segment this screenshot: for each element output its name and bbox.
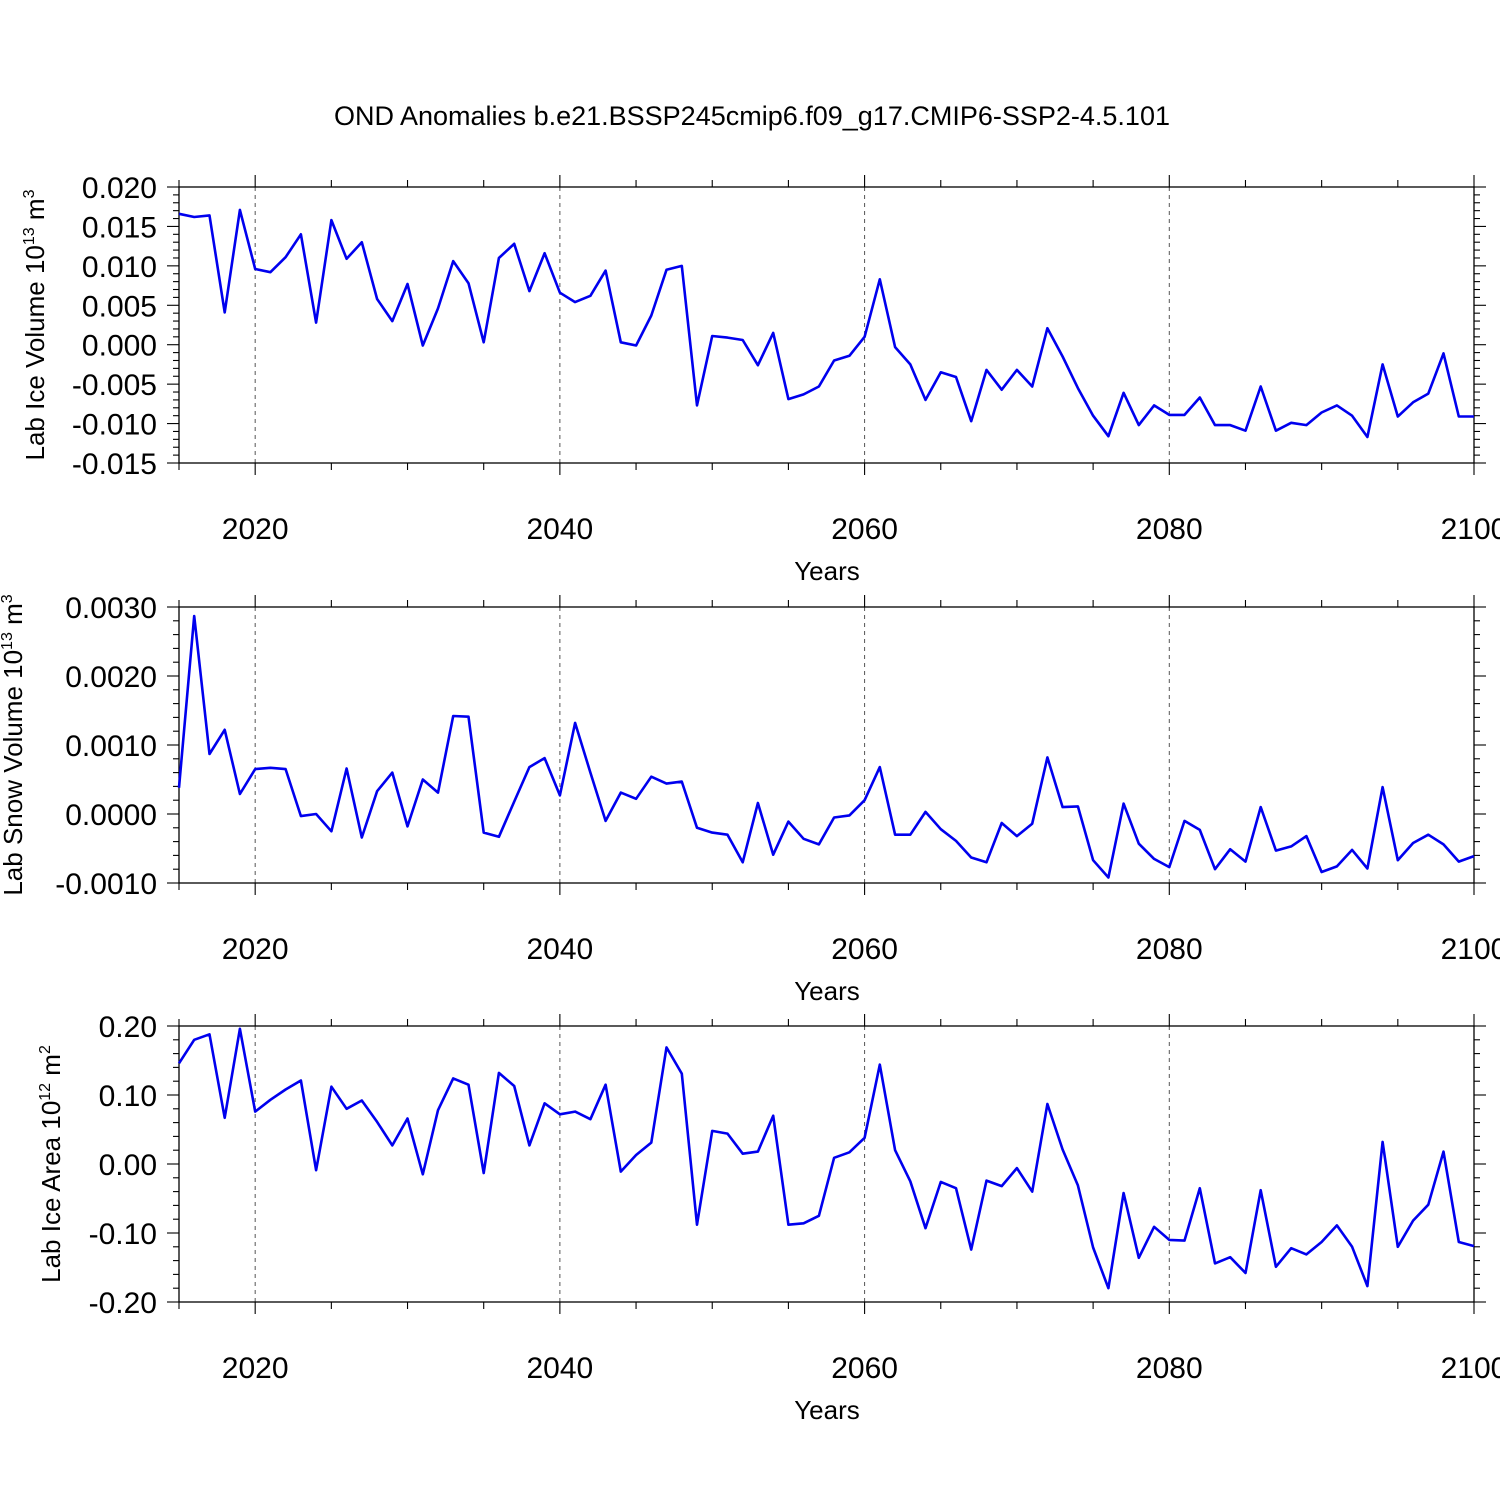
y-tick-label: 0.0020 xyxy=(65,661,157,694)
x-tick-label: 2060 xyxy=(831,513,898,546)
y-tick-label: 0.20 xyxy=(99,1011,157,1044)
y-tick-label: 0.0010 xyxy=(65,730,157,763)
x-tick-label: 2040 xyxy=(527,513,594,546)
y-tick-label: -0.005 xyxy=(72,369,157,402)
panel-ice-area: -0.20 -0.10 0.00 0.10 0.20 2020 2040 2060 2080 21… xyxy=(36,1011,1500,1425)
x-tick-label: 2020 xyxy=(222,933,289,966)
x-tick-label: 2040 xyxy=(527,933,594,966)
plot-frame xyxy=(178,186,1475,464)
plot-frame xyxy=(178,606,1475,884)
x-tick-label: 2080 xyxy=(1136,513,1203,546)
x-axis-label: Years xyxy=(794,556,860,586)
x-tick-label: 2100 xyxy=(1441,513,1500,546)
x-axis-label: Years xyxy=(794,1395,860,1425)
y-tick-label: 0.0000 xyxy=(65,799,157,832)
x-tick-label: 2080 xyxy=(1136,933,1203,966)
y-tick-label: -0.10 xyxy=(89,1218,157,1251)
x-tick-label: 2080 xyxy=(1136,1352,1203,1385)
y-tick-label: -0.010 xyxy=(72,409,157,442)
x-axis-label: Years xyxy=(794,976,860,1006)
series-line-ice-volume xyxy=(178,208,1474,439)
panel-snow-volume: -0.0010 0.0000 0.0010 0.0020 0.0030 2020 2040 2… xyxy=(0,592,1500,1006)
x-tick-label: 2040 xyxy=(527,1352,594,1385)
chart-title: OND Anomalies b.e21.BSSP245cmip6.f09_g17… xyxy=(334,101,1170,131)
y-tick-label: 0.010 xyxy=(82,251,157,284)
x-tick-label: 2100 xyxy=(1441,933,1500,966)
y-tick-label: -0.015 xyxy=(72,448,157,481)
y-tick-label: 0.020 xyxy=(82,172,157,205)
y-tick-label: 0.0030 xyxy=(65,592,157,625)
y-tick-label: 0.000 xyxy=(82,330,157,363)
x-tick-label: 2060 xyxy=(831,1352,898,1385)
panel-ice-volume: -0.015 -0.010 -0.005 0.000 0.005 0.010 0.015 0.… xyxy=(20,172,1500,586)
y-axis-label: Lab Ice Area 1012 m2 xyxy=(36,1045,66,1283)
series-line-ice-area xyxy=(177,1027,1475,1290)
x-tick-label: 2020 xyxy=(222,513,289,546)
y-tick-label: -0.20 xyxy=(89,1287,157,1320)
x-tick-label: 2060 xyxy=(831,933,898,966)
y-tick-label: 0.015 xyxy=(82,211,157,244)
series-line-snow-volume xyxy=(177,614,1475,879)
x-tick-label: 2100 xyxy=(1441,1352,1500,1385)
x-tick-label: 2020 xyxy=(222,1352,289,1385)
y-tick-label: -0.0010 xyxy=(55,868,157,901)
y-axis-label: Lab Snow Volume 1013 m3 xyxy=(0,594,28,895)
y-tick-label: 0.005 xyxy=(82,290,157,323)
y-axis-label: Lab Ice Volume 1013 m3 xyxy=(20,189,50,460)
y-tick-label: 0.10 xyxy=(99,1080,157,1113)
y-tick-label: 0.00 xyxy=(99,1149,157,1182)
